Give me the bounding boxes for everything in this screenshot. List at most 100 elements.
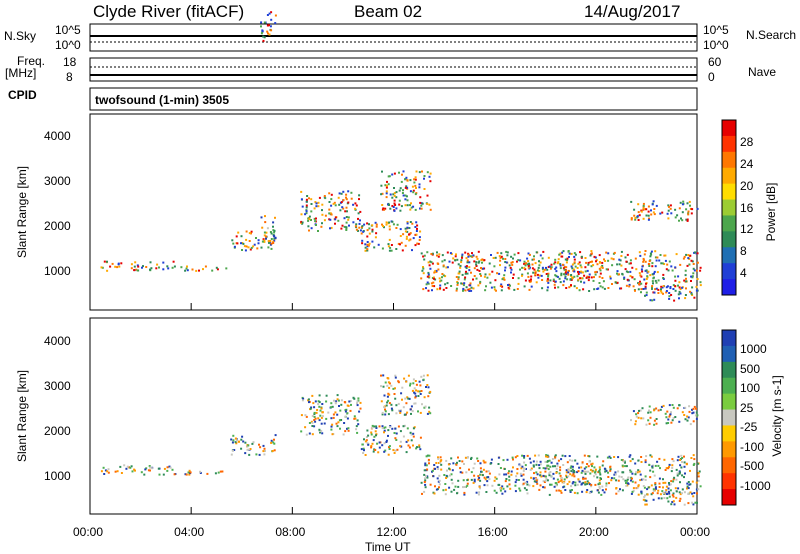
velocity-cell xyxy=(635,413,638,416)
velocity-cell xyxy=(675,468,678,471)
velocity-cell xyxy=(408,397,411,400)
power-cell xyxy=(686,264,689,267)
power-cell xyxy=(479,273,482,275)
velocity-cell xyxy=(630,470,633,473)
power-cell xyxy=(330,226,333,229)
velocity-cell xyxy=(586,463,589,465)
power-cell xyxy=(639,254,642,257)
velocity-cell xyxy=(614,471,617,474)
power-cell xyxy=(645,291,648,294)
power-cell xyxy=(559,267,562,270)
power-cell xyxy=(500,283,503,286)
power-cell xyxy=(695,285,698,288)
velocity-cell xyxy=(572,473,575,476)
velocity-cell xyxy=(148,465,151,467)
power-cell xyxy=(399,187,402,190)
power-cell xyxy=(509,266,512,269)
power-cell xyxy=(432,277,435,280)
velocity-cell xyxy=(450,457,453,460)
power-colorbar-tick: 24 xyxy=(740,156,754,171)
power-cell xyxy=(672,288,675,290)
velocity-cell xyxy=(559,466,562,469)
velocity-cell xyxy=(476,457,479,460)
velocity-cell xyxy=(666,493,668,495)
velocity-cell xyxy=(684,418,687,421)
velocity-colorbar-swatch xyxy=(722,489,736,506)
power-cell xyxy=(584,266,587,269)
velocity-cell xyxy=(346,427,348,430)
power-cell xyxy=(579,251,582,254)
power-cell xyxy=(483,275,486,278)
velocity-cell xyxy=(107,468,110,471)
velocity-cell xyxy=(405,402,408,405)
power-cell xyxy=(563,268,566,271)
velocity-cell xyxy=(654,482,657,485)
velocity-colorbar-swatch xyxy=(722,409,736,426)
power-cell xyxy=(529,280,532,283)
velocity-cell xyxy=(473,480,476,483)
power-cell xyxy=(410,206,413,209)
power-cell xyxy=(162,261,165,264)
power-cell xyxy=(639,280,641,283)
velocity-cell xyxy=(356,404,359,407)
velocity-cell xyxy=(427,458,430,461)
power-cell xyxy=(100,266,103,269)
velocity-cell xyxy=(189,471,192,474)
velocity-cell xyxy=(697,488,700,491)
velocity-cell xyxy=(653,423,656,426)
velocity-cell xyxy=(631,480,634,483)
power-cell xyxy=(315,224,317,226)
velocity-cell xyxy=(525,468,527,470)
power-cell xyxy=(452,257,455,260)
power-cell xyxy=(401,192,404,194)
power-cell xyxy=(455,276,458,278)
velocity-cell xyxy=(644,499,647,502)
velocity-cell xyxy=(374,430,377,433)
power-cell xyxy=(337,196,340,199)
velocity-cell xyxy=(631,477,633,480)
velocity-cell xyxy=(416,446,418,449)
velocity-cell xyxy=(405,440,408,443)
velocity-cell xyxy=(382,385,385,388)
power-cell xyxy=(323,195,326,197)
velocity-cell xyxy=(426,374,429,377)
power-cell xyxy=(685,208,688,211)
velocity-cell xyxy=(662,404,665,407)
power-cell xyxy=(653,208,656,210)
power-cell xyxy=(345,206,348,209)
power-cell xyxy=(559,281,562,284)
power-cell xyxy=(696,261,699,264)
power-cell xyxy=(478,269,481,272)
velocity-cell xyxy=(489,462,492,465)
power-cell xyxy=(689,207,692,210)
power-cell xyxy=(477,284,480,287)
power-cell xyxy=(523,260,526,263)
velocity-cell xyxy=(634,423,637,426)
power-cell xyxy=(609,275,612,278)
power-cell xyxy=(578,271,581,273)
power-cell xyxy=(649,274,652,277)
power-cell xyxy=(444,275,447,278)
power-cell xyxy=(167,267,170,270)
power-cell xyxy=(263,21,266,24)
velocity-cell xyxy=(548,472,551,475)
velocity-cell xyxy=(463,491,466,494)
velocity-cell xyxy=(344,430,347,433)
power-cell xyxy=(546,279,549,282)
power-cell xyxy=(348,224,350,227)
velocity-cell xyxy=(415,383,418,386)
velocity-cell xyxy=(417,395,420,397)
velocity-cell xyxy=(571,489,573,491)
power-colorbar-tick: 12 xyxy=(740,222,754,237)
velocity-cell xyxy=(625,484,628,487)
power-cell xyxy=(644,260,647,263)
velocity-cell xyxy=(497,456,500,459)
velocity-cell xyxy=(383,394,386,397)
velocity-cell xyxy=(596,489,599,492)
velocity-cell xyxy=(637,485,640,488)
velocity-cell xyxy=(327,411,330,414)
velocity-cell xyxy=(267,240,270,243)
velocity-cell xyxy=(571,465,574,468)
power-cell xyxy=(573,275,576,278)
velocity-cell xyxy=(414,392,417,395)
